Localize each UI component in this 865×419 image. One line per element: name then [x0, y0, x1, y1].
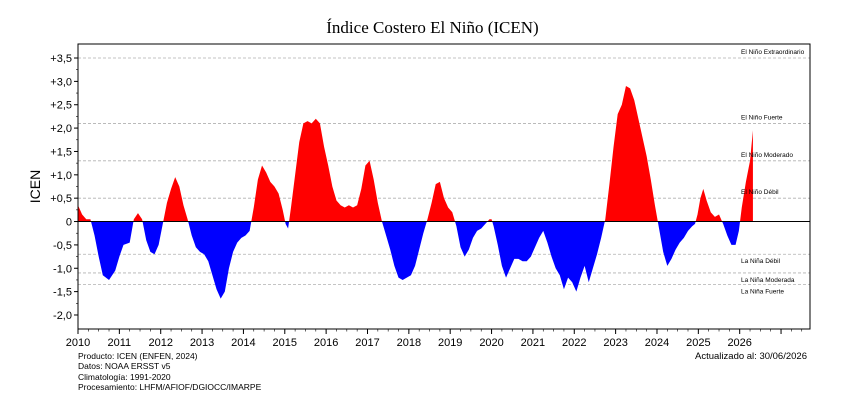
- x-tick-label: 2014: [231, 337, 255, 349]
- threshold-label: El Niño Fuerte: [741, 114, 783, 121]
- x-tick-label: 2012: [148, 337, 172, 349]
- y-tick-label: +2,5: [50, 100, 72, 112]
- x-tick-label: 2016: [314, 337, 338, 349]
- x-tick-label: 2021: [521, 337, 545, 349]
- x-tick-label: 2013: [190, 337, 214, 349]
- y-tick-label: +1,5: [50, 146, 72, 158]
- chart-title: Índice Costero El Niño (ICEN): [326, 18, 539, 37]
- y-tick-label: +0,5: [50, 193, 72, 205]
- x-tick-label: 2017: [355, 337, 379, 349]
- y-tick-label: -2,0: [53, 310, 72, 322]
- x-tick-label: 2023: [603, 337, 627, 349]
- y-tick-label: +1,0: [50, 170, 72, 182]
- y-tick-label: +2,0: [50, 123, 72, 135]
- y-tick-label: +3,0: [50, 76, 72, 88]
- x-tick-label: 2026: [727, 337, 751, 349]
- footer-info: Producto: ICEN (ENFEN, 2024) Datos: NOAA…: [78, 351, 261, 393]
- threshold-label: El Niño Débil: [741, 189, 779, 196]
- x-tick-label: 2025: [686, 337, 710, 349]
- threshold-label: El Niño Extraordinario: [741, 49, 805, 56]
- x-tick-label: 2015: [273, 337, 297, 349]
- footer-climatologia: Climatología: 1991-2020: [78, 371, 171, 382]
- y-axis-label: ICEN: [27, 170, 43, 203]
- la-nina-area: [78, 221, 753, 299]
- footer-datos: Datos: NOAA ERSST v5: [78, 361, 171, 372]
- x-tick-label: 2019: [438, 337, 462, 349]
- y-tick-label: -0,5: [53, 240, 72, 252]
- threshold-label: La Niña Moderada: [741, 277, 795, 284]
- threshold-grid: [78, 57, 810, 286]
- y-tick-label: 0: [66, 217, 72, 229]
- y-tick-label: +3,5: [50, 53, 72, 65]
- plot-frame: [77, 43, 811, 330]
- footer-producto: Producto: ICEN (ENFEN, 2024): [78, 351, 198, 361]
- icen-area: [78, 86, 753, 299]
- axes: +3,5 +3,0 +2,5 +2,0 +1,5 +1,0 +0,5 0 -0,5 -1,0 -1,…: [50, 43, 811, 349]
- threshold-label: El Niño Moderado: [741, 152, 793, 159]
- x-tick-label: 2011: [108, 337, 132, 349]
- x-tick-label: 2018: [397, 337, 421, 349]
- y-tick-label: -1,0: [53, 263, 72, 275]
- x-tick-label: 2022: [562, 337, 586, 349]
- threshold-label: La Niña Débil: [741, 258, 781, 265]
- x-tick-label: 2010: [66, 337, 90, 349]
- threshold-labels: El Niño Extraordinario El Niño Fuerte El N…: [741, 49, 805, 296]
- threshold-label: La Niña Fuerte: [741, 289, 784, 296]
- x-tick-label: 2020: [479, 337, 503, 349]
- y-tick-label: -1,5: [53, 287, 72, 299]
- el-nino-area: [78, 86, 753, 222]
- x-tick-label: 2024: [645, 337, 669, 349]
- footer-procesamiento: Procesamiento: LHFM/AFIOF/DGIOCC/IMARPE: [78, 382, 262, 393]
- updated-date: Actualizado al: 30/06/2026: [695, 351, 807, 362]
